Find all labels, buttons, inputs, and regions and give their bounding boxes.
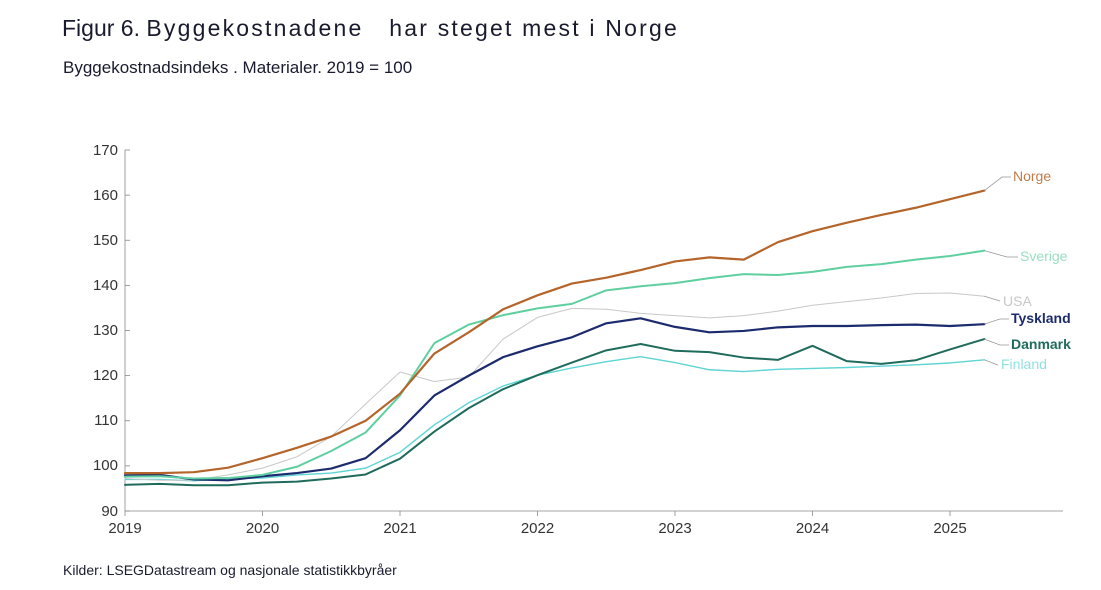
svg-text:130: 130	[93, 322, 118, 339]
svg-text:2021: 2021	[383, 520, 416, 537]
svg-text:Norge: Norge	[1013, 168, 1051, 184]
svg-text:Sverige: Sverige	[1020, 248, 1068, 264]
svg-text:170: 170	[93, 142, 118, 159]
svg-text:120: 120	[93, 367, 118, 384]
svg-text:2023: 2023	[658, 520, 691, 537]
svg-text:2019: 2019	[108, 520, 141, 537]
svg-text:2022: 2022	[521, 520, 554, 537]
svg-text:2020: 2020	[246, 520, 279, 537]
svg-text:USA: USA	[1003, 293, 1032, 309]
svg-text:90: 90	[101, 503, 118, 520]
svg-text:160: 160	[93, 187, 118, 204]
svg-text:140: 140	[93, 277, 118, 294]
svg-text:Tyskland: Tyskland	[1011, 310, 1071, 326]
svg-text:150: 150	[93, 232, 118, 249]
svg-text:2024: 2024	[796, 520, 829, 537]
svg-text:2025: 2025	[933, 520, 966, 537]
svg-text:Danmark: Danmark	[1011, 336, 1071, 352]
svg-text:100: 100	[93, 457, 118, 474]
svg-text:110: 110	[94, 412, 118, 429]
svg-text:Finland: Finland	[1001, 356, 1047, 372]
